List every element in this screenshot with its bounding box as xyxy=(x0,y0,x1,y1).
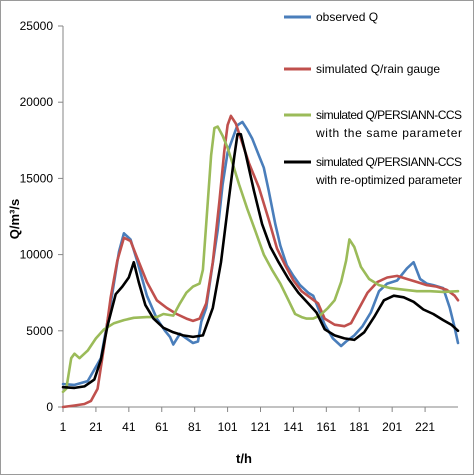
x-axis-label: t/h xyxy=(236,451,252,466)
series-line-3 xyxy=(61,125,460,394)
x-tick-label: 21 xyxy=(89,420,103,434)
series-layer xyxy=(61,114,460,409)
x-tick-label: 201 xyxy=(382,420,402,434)
legend-label-4: simulated Q/PERSIANN-CCS xyxy=(316,155,462,169)
legend-label-2: simulated Q/rain gauge xyxy=(316,62,440,76)
x-tick-label: 141 xyxy=(283,420,303,434)
x-tick-label: 1 xyxy=(60,420,67,434)
x-tick-label: 181 xyxy=(349,420,369,434)
legend-label-4: with re-optimized parameter xyxy=(315,173,462,187)
y-tick-label: 15000 xyxy=(20,171,54,185)
legend-label-1: observed Q xyxy=(316,10,378,24)
y-tick-label: 10000 xyxy=(20,248,54,262)
x-tick-label: 41 xyxy=(122,420,136,434)
legend-label-3: with the same parameter xyxy=(315,126,462,140)
y-tick-label: 0 xyxy=(46,400,53,414)
y-axis-label: Q/m³/s xyxy=(7,199,22,239)
series-line-1 xyxy=(61,120,460,387)
x-tick-label: 121 xyxy=(250,420,270,434)
legend-label-3: simulated Q/PERSIANN-CCS xyxy=(316,108,462,122)
x-tick-label: 81 xyxy=(188,420,202,434)
x-tick-label: 101 xyxy=(218,420,238,434)
x-tick-label: 61 xyxy=(155,420,169,434)
y-tick-label: 5000 xyxy=(26,324,53,338)
legend: observed Q simulated Q/rain gauge simulate… xyxy=(284,10,462,187)
series-line-4 xyxy=(61,132,460,390)
y-tick-label: 20000 xyxy=(20,95,54,109)
y-tick-label: 25000 xyxy=(20,19,54,33)
x-tick-label: 161 xyxy=(316,420,336,434)
x-tick-label: 221 xyxy=(415,420,435,434)
